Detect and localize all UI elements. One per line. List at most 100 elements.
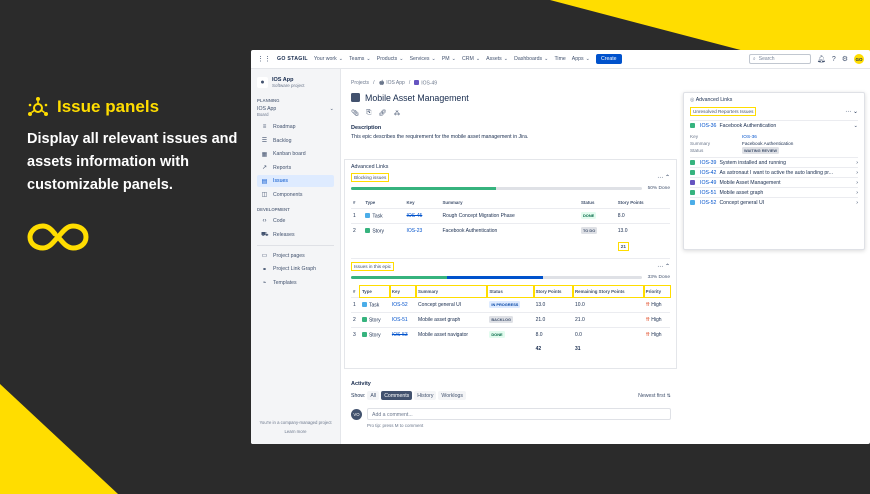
nav-assets[interactable]: Assets ⌄ — [486, 56, 509, 62]
issue-main: Projects / 🍎︎ IOS App / IOS-49 Mobile Asse… — [351, 80, 677, 140]
app-switcher-icon[interactable]: ⋮⋮ — [257, 56, 271, 63]
more-icon[interactable]: ··· ⌃ — [657, 175, 670, 181]
search-input[interactable]: ⌕ Search — [748, 54, 811, 64]
issue-type-icon — [690, 180, 695, 185]
pages-icon: ▭ — [261, 253, 268, 260]
nav-time[interactable]: Time — [554, 56, 566, 62]
activity-tabs: Show: All Comments History Worklogs Newe… — [351, 391, 671, 400]
sidebar-item-roadmap[interactable]: ≡ Roadmap — [257, 121, 334, 133]
crumb-projects[interactable]: Projects — [351, 80, 370, 87]
learn-more-link[interactable]: Learn more — [284, 429, 307, 434]
total-row: 21 — [351, 238, 670, 255]
child-issue-icon[interactable]: ⎘ — [366, 108, 372, 116]
help-icon[interactable]: ? — [831, 55, 836, 63]
project-header[interactable]: ● IOS App Software project — [257, 77, 334, 88]
column-header: Key — [406, 200, 415, 205]
sort-toggle[interactable]: Newest first ⇅ — [638, 392, 671, 399]
panel-title: Advanced Links — [351, 164, 389, 170]
tab-comments[interactable]: Comments — [381, 391, 413, 400]
epic-progress: 33% Done — [351, 275, 670, 280]
cell-type: Story — [360, 312, 390, 327]
linked-issue-row[interactable]: IOS-42 As astronaut I want to active the … — [690, 167, 858, 177]
nav-your-work[interactable]: Your work ⌄ — [313, 56, 344, 62]
sidebar-item-label: Code — [273, 217, 286, 224]
promo-block: Issue panels Display all relevant issues… — [27, 96, 242, 197]
sidebar-item-label: Kanban board — [273, 151, 306, 158]
nav-dashboards[interactable]: Dashboards ⌄ — [514, 56, 549, 62]
table-row[interactable]: 3 Story IOS-53 Mobile asset navigator DONE 8.… — [351, 327, 670, 342]
backlog-icon: ☰ — [261, 138, 268, 145]
create-button[interactable]: Create — [595, 54, 622, 64]
linked-issue-row[interactable]: IOS-49 Mobile Asset Management › — [690, 177, 858, 187]
sidebar-item-project-link-graph[interactable]: ⚭ Project Link Graph — [257, 263, 334, 275]
cell-type: Story — [360, 327, 390, 342]
sidebar-item-issues[interactable]: ▤ Issues — [257, 175, 334, 188]
more-icon[interactable]: ··· ⌄ — [845, 109, 858, 115]
settings-icon[interactable]: ⚙ — [841, 56, 848, 63]
notifications-icon[interactable]: 🔔︎ — [816, 56, 826, 63]
sidebar-item-backlog[interactable]: ☰ Backlog — [257, 135, 334, 147]
cell-summary: Facebook Authentication — [442, 228, 498, 235]
cell-key[interactable]: IOS-51 — [391, 316, 408, 323]
sidebar-item-templates[interactable]: ⌁ Templates — [257, 277, 334, 289]
nav-apps[interactable]: Apps ⌄ — [571, 56, 590, 62]
user-avatar[interactable]: GO — [854, 54, 864, 64]
column-header: Summary — [415, 284, 489, 299]
nav-services[interactable]: Services ⌄ — [409, 56, 436, 62]
sidebar-item-label: Components — [273, 191, 303, 198]
description-text[interactable]: This epic describes the requirement for … — [351, 133, 529, 140]
chevron-down-icon: ⌄ — [329, 106, 334, 112]
sidebar-item-components[interactable]: ◫ Components — [257, 189, 334, 201]
rpanel-title: ◎ Advanced Links — [690, 97, 733, 103]
cell-key[interactable]: IOS-45 — [406, 213, 423, 220]
cell-n: 2 — [353, 316, 356, 323]
cell-type: Task — [363, 209, 404, 224]
sidebar-item-kanban-board[interactable]: ▦ Kanban board — [257, 148, 334, 160]
crumb-project[interactable]: 🍎︎ IOS App — [378, 80, 405, 87]
expanded-issue-row[interactable]: IOS-36 Facebook Authentication ⌄ — [690, 120, 858, 130]
tab-all[interactable]: All — [367, 391, 380, 400]
more-icon[interactable]: ··· ⌃ — [657, 263, 670, 270]
tab-worklogs[interactable]: Worklogs — [438, 391, 466, 400]
brand-logo[interactable]: GO STAGIL — [277, 56, 308, 62]
link-icon[interactable]: 🔗︎ — [378, 109, 387, 117]
table-row[interactable]: 1 Task IOS-52 Concept general UI IN PROGRESS… — [351, 297, 670, 312]
chevron-down-icon: ⌄ — [338, 56, 344, 62]
sidebar-item-releases[interactable]: ⛟ Releases — [257, 229, 334, 241]
cell-remaining: 10.0 — [575, 301, 585, 308]
story-icon — [365, 227, 371, 233]
crumb-issue[interactable]: IOS-49 — [414, 80, 437, 87]
epic-icon — [351, 93, 360, 102]
nav-crm[interactable]: CRM ⌄ — [461, 56, 481, 62]
cell-key[interactable]: IOS-23 — [406, 228, 423, 235]
sidebar-item-label: Reports — [273, 164, 292, 171]
epic-table: # Type Key Summary Status Story Points Remaini… — [351, 284, 672, 356]
table-row[interactable]: 2 Story IOS-51 Mobile asset graph BACKLOG 21.… — [351, 312, 670, 327]
linked-issue-row[interactable]: IOS-51 Mobile asset graph › — [690, 187, 858, 197]
linked-issue-row[interactable]: IOS-52 Concept general UI › — [690, 197, 858, 207]
sidebar-item-reports[interactable]: ↗ Reports — [257, 162, 334, 174]
table-row[interactable]: 2 Story IOS-23 Facebook Authentication TO DO… — [351, 223, 670, 239]
status-badge: IN PROGRESS — [489, 300, 521, 308]
link-graph-icon: ⚭ — [261, 266, 268, 273]
sidebar-item-project-pages[interactable]: ▭ Project pages — [257, 250, 334, 262]
sidebar-item-code[interactable]: ‹› Code — [257, 215, 334, 227]
cell-key[interactable]: IOS-53 — [391, 332, 408, 339]
cell-key[interactable]: IOS-52 — [391, 301, 408, 308]
linked-issue-row[interactable]: IOS-39 System installed and running › — [690, 157, 858, 167]
cell-status: BACKLOG — [487, 312, 533, 327]
code-icon: ‹› — [262, 217, 267, 224]
nav-teams[interactable]: Teams ⌄ — [349, 56, 371, 62]
blocking-table: # Type Key Summary Status Story Points 1 Task I… — [351, 197, 670, 255]
board-selector[interactable]: IOS App ⌄ Board — [257, 106, 334, 117]
cell-status: IN PROGRESS — [487, 297, 533, 312]
comment-input[interactable]: Add a comment... — [367, 408, 671, 420]
table-row[interactable]: 1 Task IOS-45 Rough Concept Migration Phase… — [351, 208, 670, 224]
tab-history[interactable]: History — [414, 391, 437, 400]
priority-high-icon: ⇈ — [645, 332, 652, 339]
nav-products[interactable]: Products ⌄ — [376, 56, 404, 62]
apps-icon[interactable]: ⁂ — [393, 109, 401, 117]
status-badge: DONE — [580, 212, 597, 220]
attach-icon[interactable]: 📎︎ — [351, 109, 360, 117]
nav-pm[interactable]: PM ⌄ — [441, 56, 456, 62]
